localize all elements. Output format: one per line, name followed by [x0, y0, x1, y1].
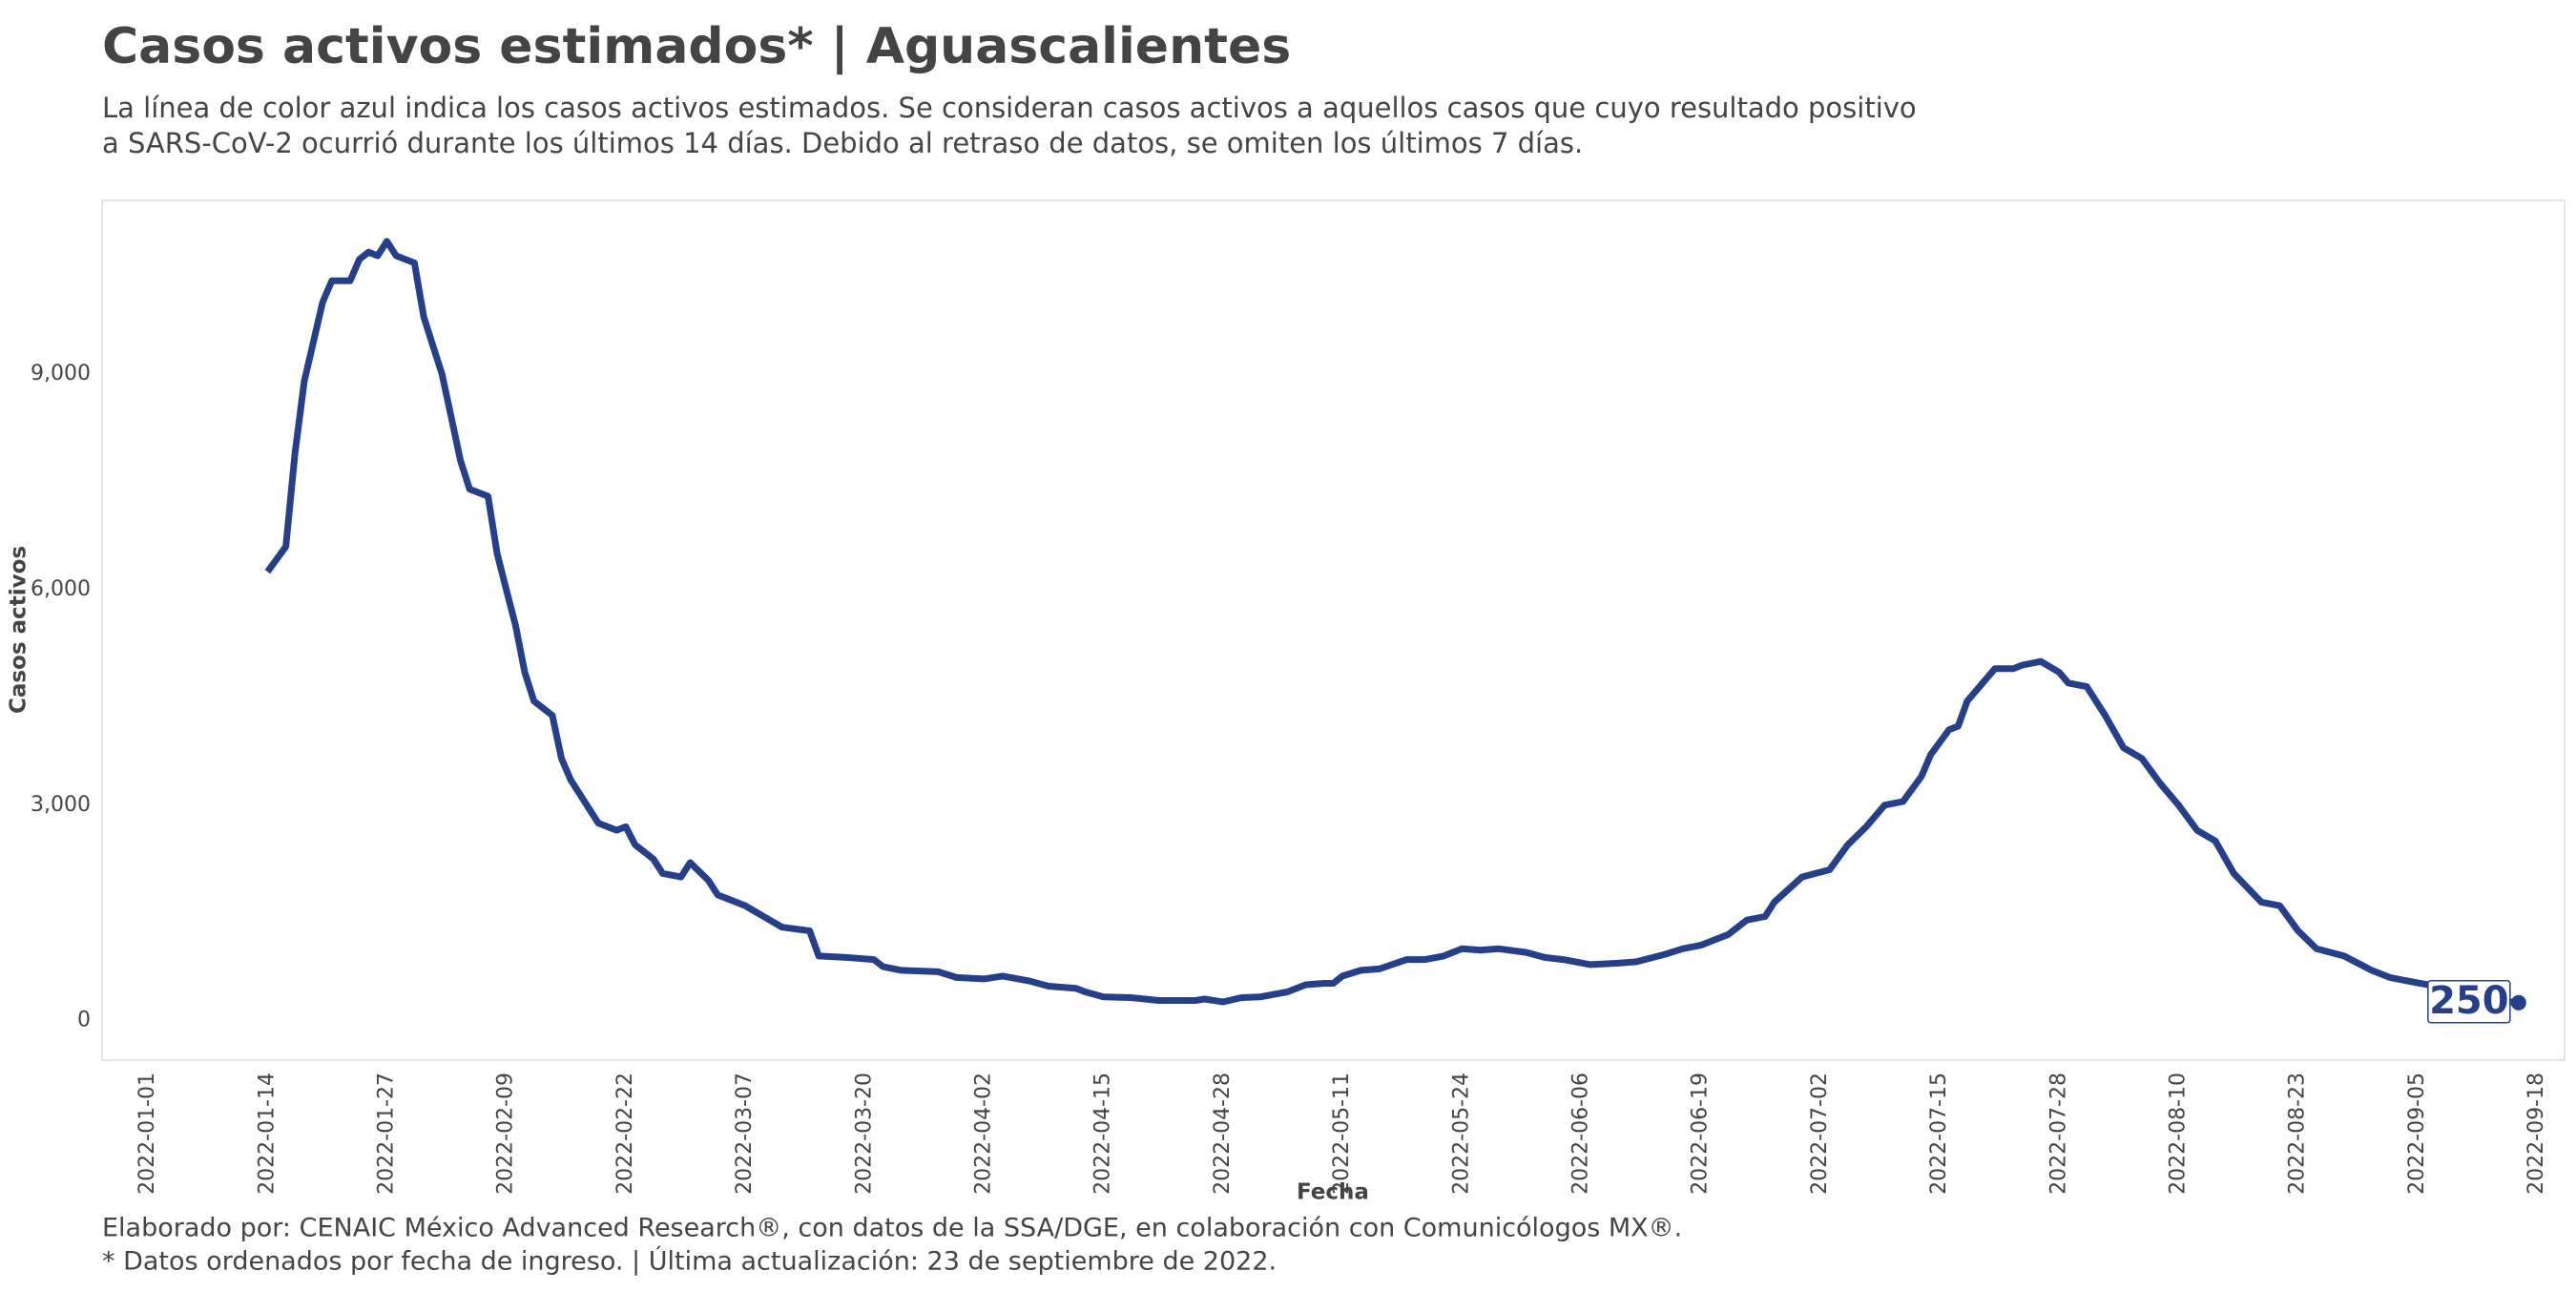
x-tick-label: 2022-04-02 — [972, 1073, 996, 1195]
caption: Elaborado por: CENAIC México Advanced Re… — [102, 1214, 1682, 1243]
x-tick-label: 2022-02-09 — [494, 1073, 518, 1195]
chart-subtitle: La línea de color azul indica los casos … — [102, 92, 1917, 124]
plot-frame — [101, 199, 2566, 1061]
end-point — [2510, 994, 2526, 1011]
x-tick-label: 2022-04-15 — [1091, 1073, 1115, 1195]
x-tick-label: 2022-07-15 — [1927, 1073, 1951, 1195]
x-tick-label: 2022-05-11 — [1330, 1073, 1354, 1195]
y-tick-label: 3,000 — [31, 793, 91, 817]
x-tick-label: 2022-03-07 — [733, 1073, 757, 1195]
x-tick-label: 2022-08-10 — [2167, 1073, 2191, 1195]
x-tick-label: 2022-01-27 — [375, 1073, 399, 1195]
x-tick-label: 2022-03-20 — [852, 1073, 876, 1195]
end-label-box — [2427, 980, 2511, 1024]
y-tick-label: 6,000 — [31, 577, 91, 601]
x-tick-label: 2022-05-24 — [1449, 1073, 1473, 1195]
y-axis-title: Casos activos — [7, 546, 31, 714]
data-line — [264, 238, 2520, 1007]
x-tick-label: 2022-07-28 — [2046, 1073, 2070, 1195]
x-tick-label: 2022-01-01 — [135, 1073, 159, 1195]
x-tick-label: 2022-02-22 — [613, 1073, 637, 1195]
x-tick-label: 2022-09-18 — [2524, 1073, 2548, 1195]
chart-title: Casos activos estimados* | Aguascaliente… — [102, 18, 1291, 75]
x-tick-label: 2022-08-23 — [2286, 1073, 2310, 1195]
x-tick-label: 2022-06-06 — [1569, 1073, 1593, 1195]
x-axis-title: Fecha — [1297, 1180, 1369, 1205]
y-tick-label: 0 — [77, 1009, 91, 1032]
y-tick-label: 9,000 — [31, 362, 91, 386]
end-label: 250 — [2429, 979, 2509, 1023]
x-tick-label: 2022-07-02 — [1808, 1073, 1832, 1195]
x-tick-label: 2022-06-19 — [1689, 1073, 1713, 1195]
chart-subtitle: a SARS-CoV-2 ocurrió durante los últimos… — [102, 127, 1583, 159]
x-tick-label: 2022-04-28 — [1211, 1073, 1235, 1195]
x-tick-label: 2022-09-05 — [2405, 1073, 2429, 1195]
caption: * Datos ordenados por fecha de ingreso. … — [102, 1246, 1277, 1277]
x-tick-label: 2022-01-14 — [255, 1073, 279, 1195]
